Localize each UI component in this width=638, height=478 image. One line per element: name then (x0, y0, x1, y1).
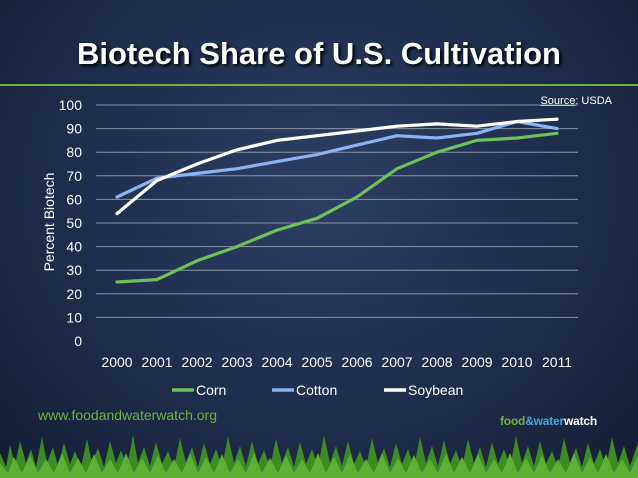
data-point-soybean (155, 179, 159, 183)
brand-logo: food&waterwatch (500, 414, 597, 428)
data-point-cotton (475, 131, 479, 135)
y-tick-label: 80 (66, 144, 82, 160)
data-point-cotton (355, 143, 359, 147)
data-point-corn (435, 150, 439, 154)
x-tick-label: 2009 (461, 354, 492, 370)
x-tick-label: 2007 (381, 354, 412, 370)
source-value: : USDA (575, 95, 612, 107)
x-tick-label: 2004 (261, 354, 292, 370)
y-tick-label: 0 (74, 333, 82, 349)
data-point-soybean (475, 124, 479, 128)
data-point-soybean (195, 162, 199, 166)
legend-label-soybean: Soybean (408, 382, 463, 398)
source-label: Source (540, 95, 576, 107)
data-point-cotton (235, 167, 239, 171)
data-point-soybean (115, 212, 119, 216)
x-tick-label: 2011 (542, 354, 572, 370)
x-tick-label: 2008 (421, 354, 452, 370)
data-point-soybean (515, 120, 519, 124)
website-link[interactable]: www.foodandwaterwatch.org (38, 407, 217, 423)
data-point-corn (315, 216, 319, 220)
y-tick-label: 50 (66, 215, 82, 231)
data-point-cotton (555, 127, 559, 131)
data-point-cotton (395, 134, 399, 138)
series-line-soybean (115, 117, 559, 216)
x-tick-label: 2001 (141, 354, 172, 370)
series-line-corn (115, 131, 559, 284)
data-point-cotton (275, 160, 279, 164)
legend-label-cotton: Cotton (296, 382, 337, 398)
data-point-cotton (115, 195, 119, 199)
data-point-soybean (435, 122, 439, 126)
y-tick-label: 30 (66, 262, 82, 278)
slide-title: Biotech Share of U.S. Cultivation (77, 36, 561, 71)
x-tick-label: 2000 (101, 354, 132, 370)
title-divider (0, 84, 638, 86)
data-point-cotton (435, 136, 439, 140)
x-tick-label: 2003 (221, 354, 252, 370)
data-point-corn (355, 195, 359, 199)
y-tick-label: 20 (66, 286, 82, 302)
data-point-corn (115, 280, 119, 284)
data-point-corn (195, 259, 199, 263)
data-point-cotton (315, 153, 319, 157)
logo-part-food: food (500, 414, 526, 428)
y-tick-label: 60 (66, 191, 82, 207)
data-point-corn (275, 228, 279, 232)
source-note: Source: USDA (540, 95, 612, 107)
data-point-soybean (355, 129, 359, 133)
data-point-soybean (395, 124, 399, 128)
legend-label-corn: Corn (196, 382, 226, 398)
y-tick-label: 100 (59, 97, 83, 113)
data-point-cotton (195, 171, 199, 175)
logo-part-watch: watch (564, 414, 598, 428)
data-point-soybean (235, 148, 239, 152)
x-tick-label: 2002 (181, 354, 212, 370)
data-point-soybean (315, 134, 319, 138)
data-point-corn (235, 245, 239, 249)
series-line-cotton (115, 119, 559, 199)
y-tick-label: 10 (66, 309, 82, 325)
data-point-corn (475, 138, 479, 142)
data-point-corn (515, 136, 519, 140)
y-tick-label: 40 (66, 239, 82, 255)
x-tick-label: 2006 (341, 354, 372, 370)
x-tick-label: 2005 (301, 354, 332, 370)
y-tick-label: 90 (66, 121, 82, 137)
data-point-soybean (275, 138, 279, 142)
y-tick-label: 70 (66, 168, 82, 184)
data-point-corn (555, 131, 559, 135)
data-point-soybean (555, 117, 559, 121)
logo-part-water: &water (525, 414, 565, 428)
grass-decoration (0, 435, 638, 478)
data-point-corn (395, 167, 399, 171)
data-point-corn (155, 278, 159, 282)
x-tick-label: 2010 (501, 354, 532, 370)
